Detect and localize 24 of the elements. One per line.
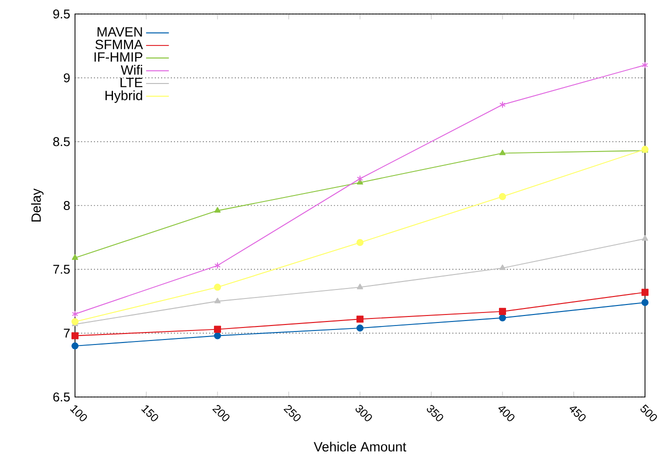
x-tick-label: 250 [284,405,301,422]
y-tick-label: 9.5 [53,10,70,18]
y-tick-label: 8 [64,201,70,210]
legend-label: Hybrid [106,90,142,103]
x-tick-label: 200 [212,405,230,422]
legend-label: IF-HMIP [94,52,142,62]
x-axis-title: Vehicle Amount [314,442,406,452]
x-tick-label: 400 [498,406,514,422]
x-tick-label: 100 [70,405,87,422]
legend-label: Wifi [120,64,142,75]
x-tick-label: 500 [640,404,657,422]
y-tick-label: 8.5 [53,137,70,146]
x-tick-label: 150 [141,405,158,422]
y-tick-label: 9 [64,73,70,82]
y-tick-label: 7.5 [53,264,70,274]
legend-label: SFMMA [95,40,143,50]
y-tick-label: 7 [64,328,70,338]
x-tick-label: 300 [356,405,372,422]
legend-label: LTE [120,78,142,88]
y-tick-label: 6.5 [53,392,70,402]
legend-label: MAVEN [98,27,142,36]
x-tick-label: 450 [570,406,586,422]
y-axis-title: Delay [31,188,44,222]
x-tick-label: 350 [426,405,444,422]
